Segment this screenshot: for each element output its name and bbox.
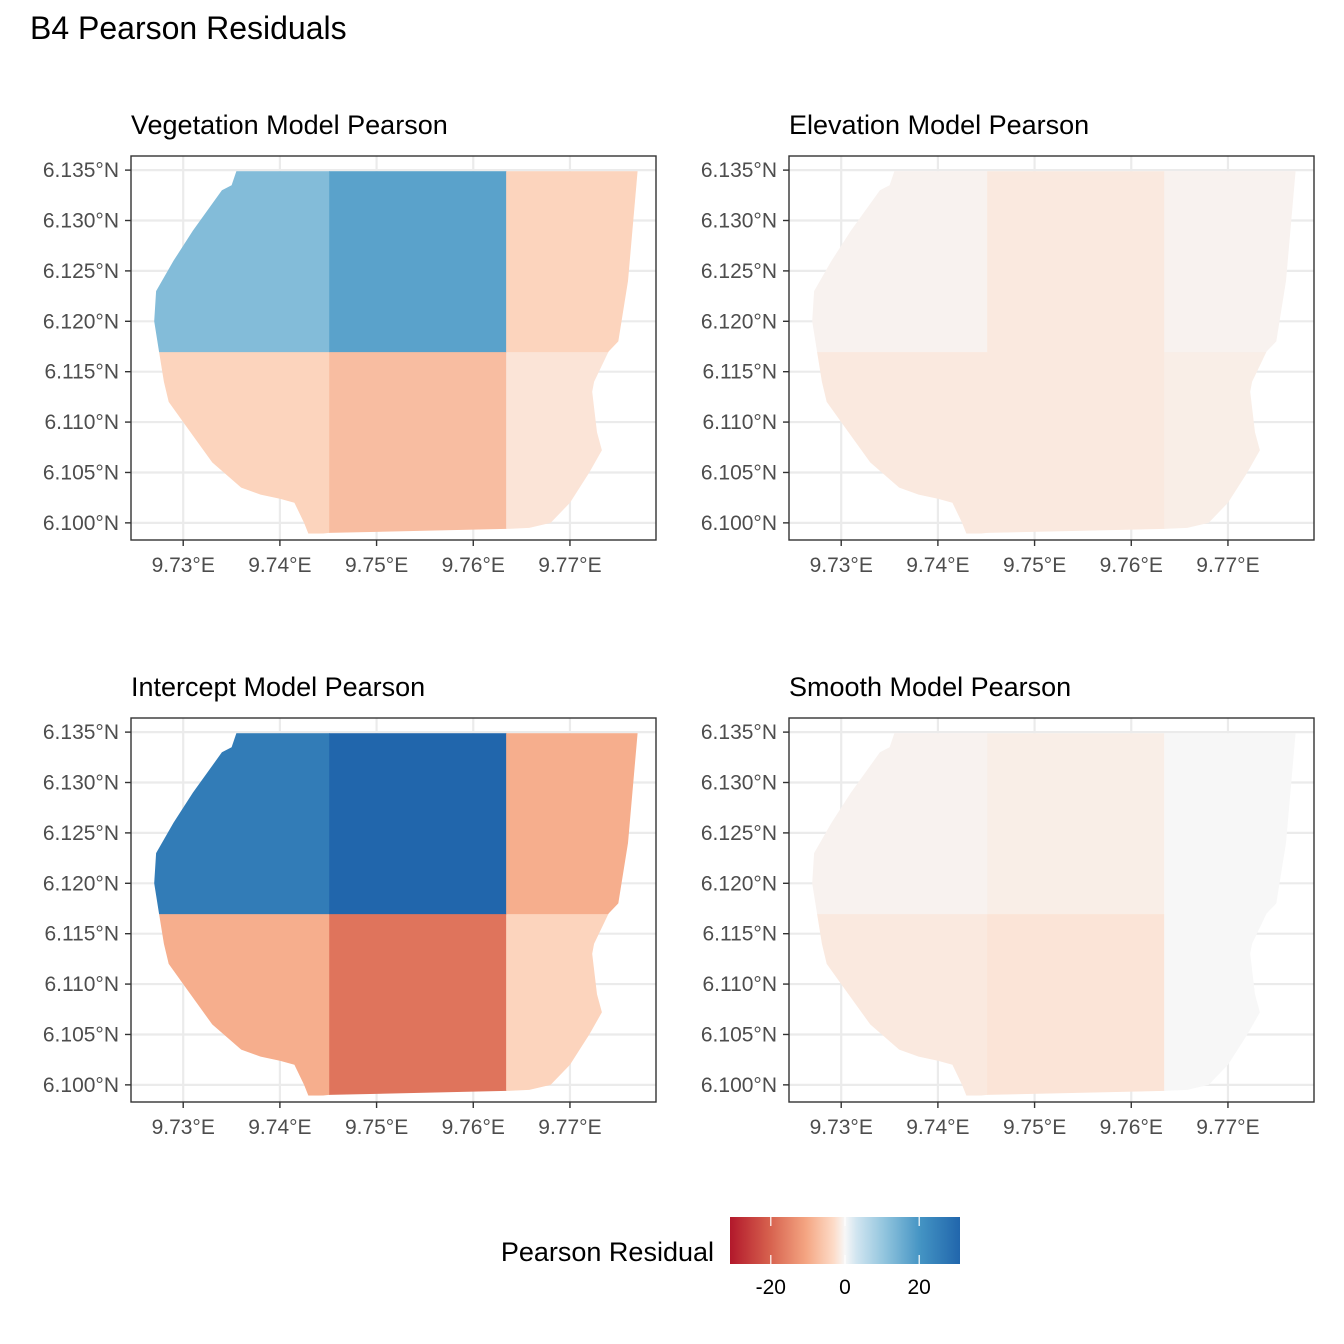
residual-cell [329,913,507,1096]
residual-cell [987,351,1165,534]
x-tick-label: 9.74°E [248,554,311,577]
x-tick-label: 9.76°E [442,1116,505,1139]
y-tick-label: 6.100°N [701,1074,777,1097]
x-tick-label: 9.75°E [1003,1116,1066,1139]
legend-title: Pearson Residual [501,1237,714,1267]
y-tick-label: 6.135°N [701,721,777,744]
y-tick-label: 6.125°N [43,260,119,283]
panel-title: Smooth Model Pearson [789,672,1071,702]
y-tick-label: 6.105°N [701,461,777,484]
residual-cell [987,913,1165,1096]
legend-tick-label: -20 [756,1276,786,1299]
map-panel: Vegetation Model Pearson 6.135°N 6.130°N 6.… [43,110,657,577]
residual-cell [506,171,638,353]
y-tick-label: 6.125°N [701,260,777,283]
y-tick-label: 6.125°N [43,822,119,845]
x-tick-label: 9.75°E [345,1116,408,1139]
y-tick-label: 6.105°N [701,1023,777,1046]
y-tick-label: 6.120°N [701,872,777,895]
region-cells [154,171,638,534]
x-tick-label: 9.74°E [906,1116,969,1139]
panel-title: Vegetation Model Pearson [131,110,448,140]
panel-border [130,155,657,541]
residual-cell [987,733,1165,915]
residual-cell [1164,733,1296,915]
x-tick-label: 9.73°E [152,554,215,577]
x-tick-label: 9.73°E [810,554,873,577]
x-tick-label: 9.77°E [1196,554,1259,577]
y-tick-label: 6.130°N [43,210,119,233]
y-tick-label: 6.105°N [43,461,119,484]
x-tick-label: 9.74°E [248,1116,311,1139]
x-tick-label: 9.75°E [1003,554,1066,577]
panel-border [788,155,1315,541]
residual-cell [1164,171,1296,353]
y-tick-label: 6.110°N [44,973,119,996]
y-tick-label: 6.115°N [702,361,777,384]
residual-cell [506,733,638,915]
y-tick-label: 6.130°N [43,772,119,795]
residual-cell [987,171,1165,353]
x-tick-label: 9.77°E [1196,1116,1259,1139]
y-tick-label: 6.130°N [701,772,777,795]
y-tick-label: 6.100°N [701,512,777,535]
x-tick-label: 9.75°E [345,554,408,577]
residual-cell [329,351,507,534]
y-tick-label: 6.100°N [43,512,119,535]
y-tick-label: 6.100°N [43,1074,119,1097]
y-tick-label: 6.115°N [44,361,119,384]
x-tick-label: 9.77°E [538,554,601,577]
y-tick-label: 6.120°N [43,310,119,333]
panel-title: Intercept Model Pearson [131,672,425,702]
panel-border [788,717,1315,1103]
panel-border [130,717,657,1103]
x-tick-label: 9.73°E [810,1116,873,1139]
y-tick-label: 6.105°N [43,1023,119,1046]
x-tick-label: 9.74°E [906,554,969,577]
y-tick-label: 6.120°N [701,310,777,333]
x-tick-label: 9.76°E [1100,1116,1163,1139]
map-panel: Intercept Model Pearson 6.135°N 6.130°N 6.1… [43,672,657,1139]
y-tick-label: 6.135°N [43,159,119,182]
legend-tick-label: 0 [839,1276,851,1299]
x-tick-label: 9.73°E [152,1116,215,1139]
y-tick-label: 6.130°N [701,210,777,233]
x-tick-label: 9.77°E [538,1116,601,1139]
y-tick-label: 6.110°N [702,411,777,434]
panel-title: Elevation Model Pearson [789,110,1089,140]
y-tick-label: 6.115°N [44,923,119,946]
residual-cell [329,733,507,915]
y-tick-label: 6.110°N [44,411,119,434]
y-tick-label: 6.115°N [702,923,777,946]
map-panel: Smooth Model Pearson 6.135°N 6.130°N 6.125°… [701,672,1315,1139]
y-tick-label: 6.120°N [43,872,119,895]
residual-cell [329,171,507,353]
legend-tick-label: 20 [908,1276,931,1299]
map-panel: Elevation Model Pearson 6.135°N 6.130°N 6.1… [701,110,1315,577]
colorbar-legend: Pearson Residual -20 0 20 [501,1217,960,1299]
y-tick-label: 6.135°N [43,721,119,744]
y-tick-label: 6.110°N [702,973,777,996]
x-tick-label: 9.76°E [442,554,505,577]
x-tick-label: 9.76°E [1100,554,1163,577]
y-tick-label: 6.125°N [701,822,777,845]
page-title: B4 Pearson Residuals [30,10,347,46]
y-tick-label: 6.135°N [701,159,777,182]
